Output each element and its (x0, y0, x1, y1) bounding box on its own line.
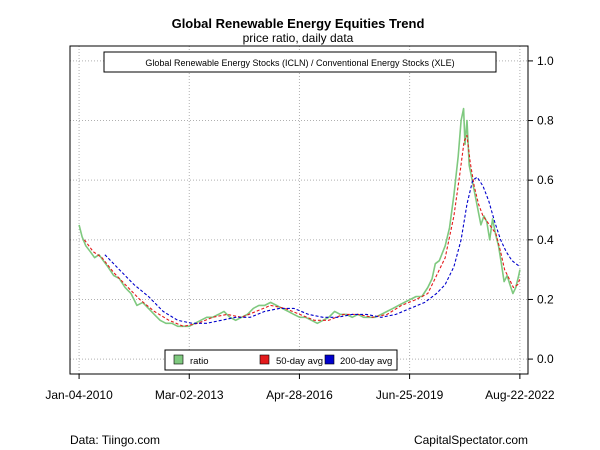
x-tick-label: Jun-25-2019 (376, 388, 444, 402)
chart-subtitle: price ratio, daily data (243, 31, 354, 45)
x-axis: Jan-04-2010 Mar-02-2013 Apr-28-2016 Jun-25-… (45, 374, 555, 402)
series-line-50-day-avg (83, 134, 521, 327)
footer-site: CapitalSpectator.com (414, 433, 528, 447)
legend-swatch-ratio (173, 354, 184, 365)
legend-label-ratio: ratio (190, 356, 208, 367)
x-tick-label: Apr-28-2016 (266, 388, 333, 402)
y-axis: 0.0 0.2 0.4 0.6 0.8 1.0 (528, 54, 554, 366)
plot-frame (69, 45, 529, 375)
legend-swatch-200day (324, 354, 335, 365)
legend-label-50day: 50-day avg (276, 356, 323, 367)
series-line-200-day-avg (104, 176, 521, 324)
x-tick-label: Mar-02-2013 (155, 388, 224, 402)
legend-swatch-50day (259, 354, 270, 365)
x-tick-label: Jan-04-2010 (45, 388, 113, 402)
y-tick-label: 0.8 (537, 114, 554, 128)
legend-label-200day: 200-day avg (340, 356, 392, 367)
annotation-box: Global Renewable Energy Stocks (ICLN) / … (103, 51, 497, 73)
series-line-ratio (78, 107, 521, 328)
chart-title: Global Renewable Energy Equities Trend (172, 16, 425, 31)
legend: ratio 50-day avg 200-day avg (164, 349, 398, 371)
legend-box (164, 349, 398, 371)
annotation-text: Global Renewable Energy Stocks (ICLN) / … (145, 58, 454, 68)
x-tick-label: Aug-22-2022 (485, 388, 555, 402)
y-tick-label: 1.0 (537, 54, 554, 68)
y-tick-label: 0.2 (537, 292, 554, 306)
y-tick-label: 0.0 (537, 352, 554, 366)
grid (70, 46, 528, 374)
footer-source: Data: Tiingo.com (70, 433, 160, 447)
y-tick-label: 0.4 (537, 233, 554, 247)
series-layer (78, 107, 521, 328)
y-tick-label: 0.6 (537, 173, 554, 187)
